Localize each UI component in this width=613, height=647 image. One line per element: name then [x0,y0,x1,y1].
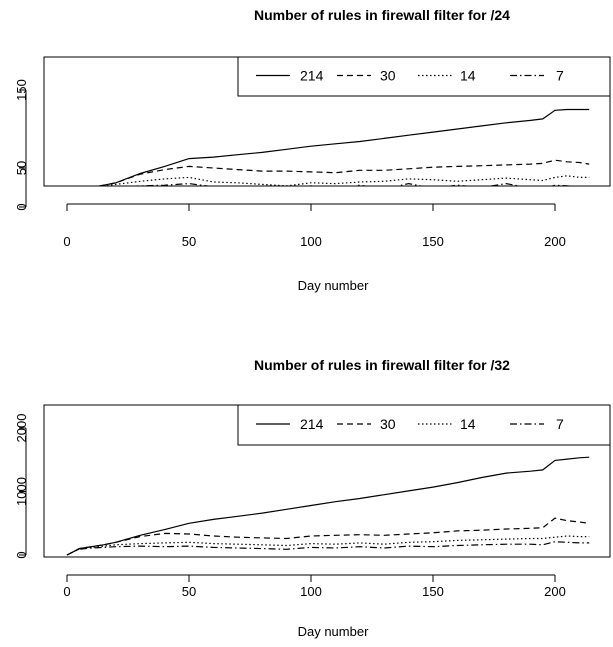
x-tick-label: 100 [300,584,322,599]
legend-label-7: 7 [556,68,564,84]
chart-panel-2: Number of rules in firewall filter for /… [14,357,611,639]
x-axis-label: Day number [298,278,369,293]
x-tick-label: 200 [544,584,566,599]
legend-label-14: 14 [460,416,476,432]
legend-label-30: 30 [380,68,396,84]
x-tick-label: 200 [544,234,566,249]
legend-box [237,56,611,97]
y-tick-label: 2000 [14,414,29,443]
series-line-30 [96,159,590,186]
y-tick-label: 1000 [14,477,29,506]
legend-box [237,404,611,446]
x-tick-label: 0 [63,234,70,249]
legend-label-7: 7 [556,416,564,432]
y-tick-label: 0 [14,203,29,210]
y-tick-label: 0 [14,551,29,558]
legend-label-214: 214 [300,68,324,84]
x-tick-label: 150 [422,234,444,249]
y-tick-label: 50 [14,161,29,175]
series-line-14 [98,175,590,186]
series-line-214 [96,108,590,186]
legend-label-214: 214 [300,416,324,432]
series-line-214 [66,456,590,556]
chart-panel-1: Number of rules in firewall filter for /… [14,7,611,293]
x-tick-label: 0 [63,584,70,599]
series-line-14 [66,535,590,556]
x-tick-label: 150 [422,584,444,599]
series-line-7 [66,541,590,556]
chart-title: Number of rules in firewall filter for /… [254,357,510,373]
x-axis-label: Day number [298,624,369,639]
legend-label-14: 14 [460,68,476,84]
y-tick-label: 150 [14,79,29,101]
series-line-30 [66,517,590,556]
legend-label-30: 30 [380,416,396,432]
chart-title: Number of rules in firewall filter for /… [254,7,510,23]
x-tick-label: 100 [300,234,322,249]
x-tick-label: 50 [182,584,196,599]
x-tick-label: 50 [182,234,196,249]
series-line-7 [118,182,578,186]
